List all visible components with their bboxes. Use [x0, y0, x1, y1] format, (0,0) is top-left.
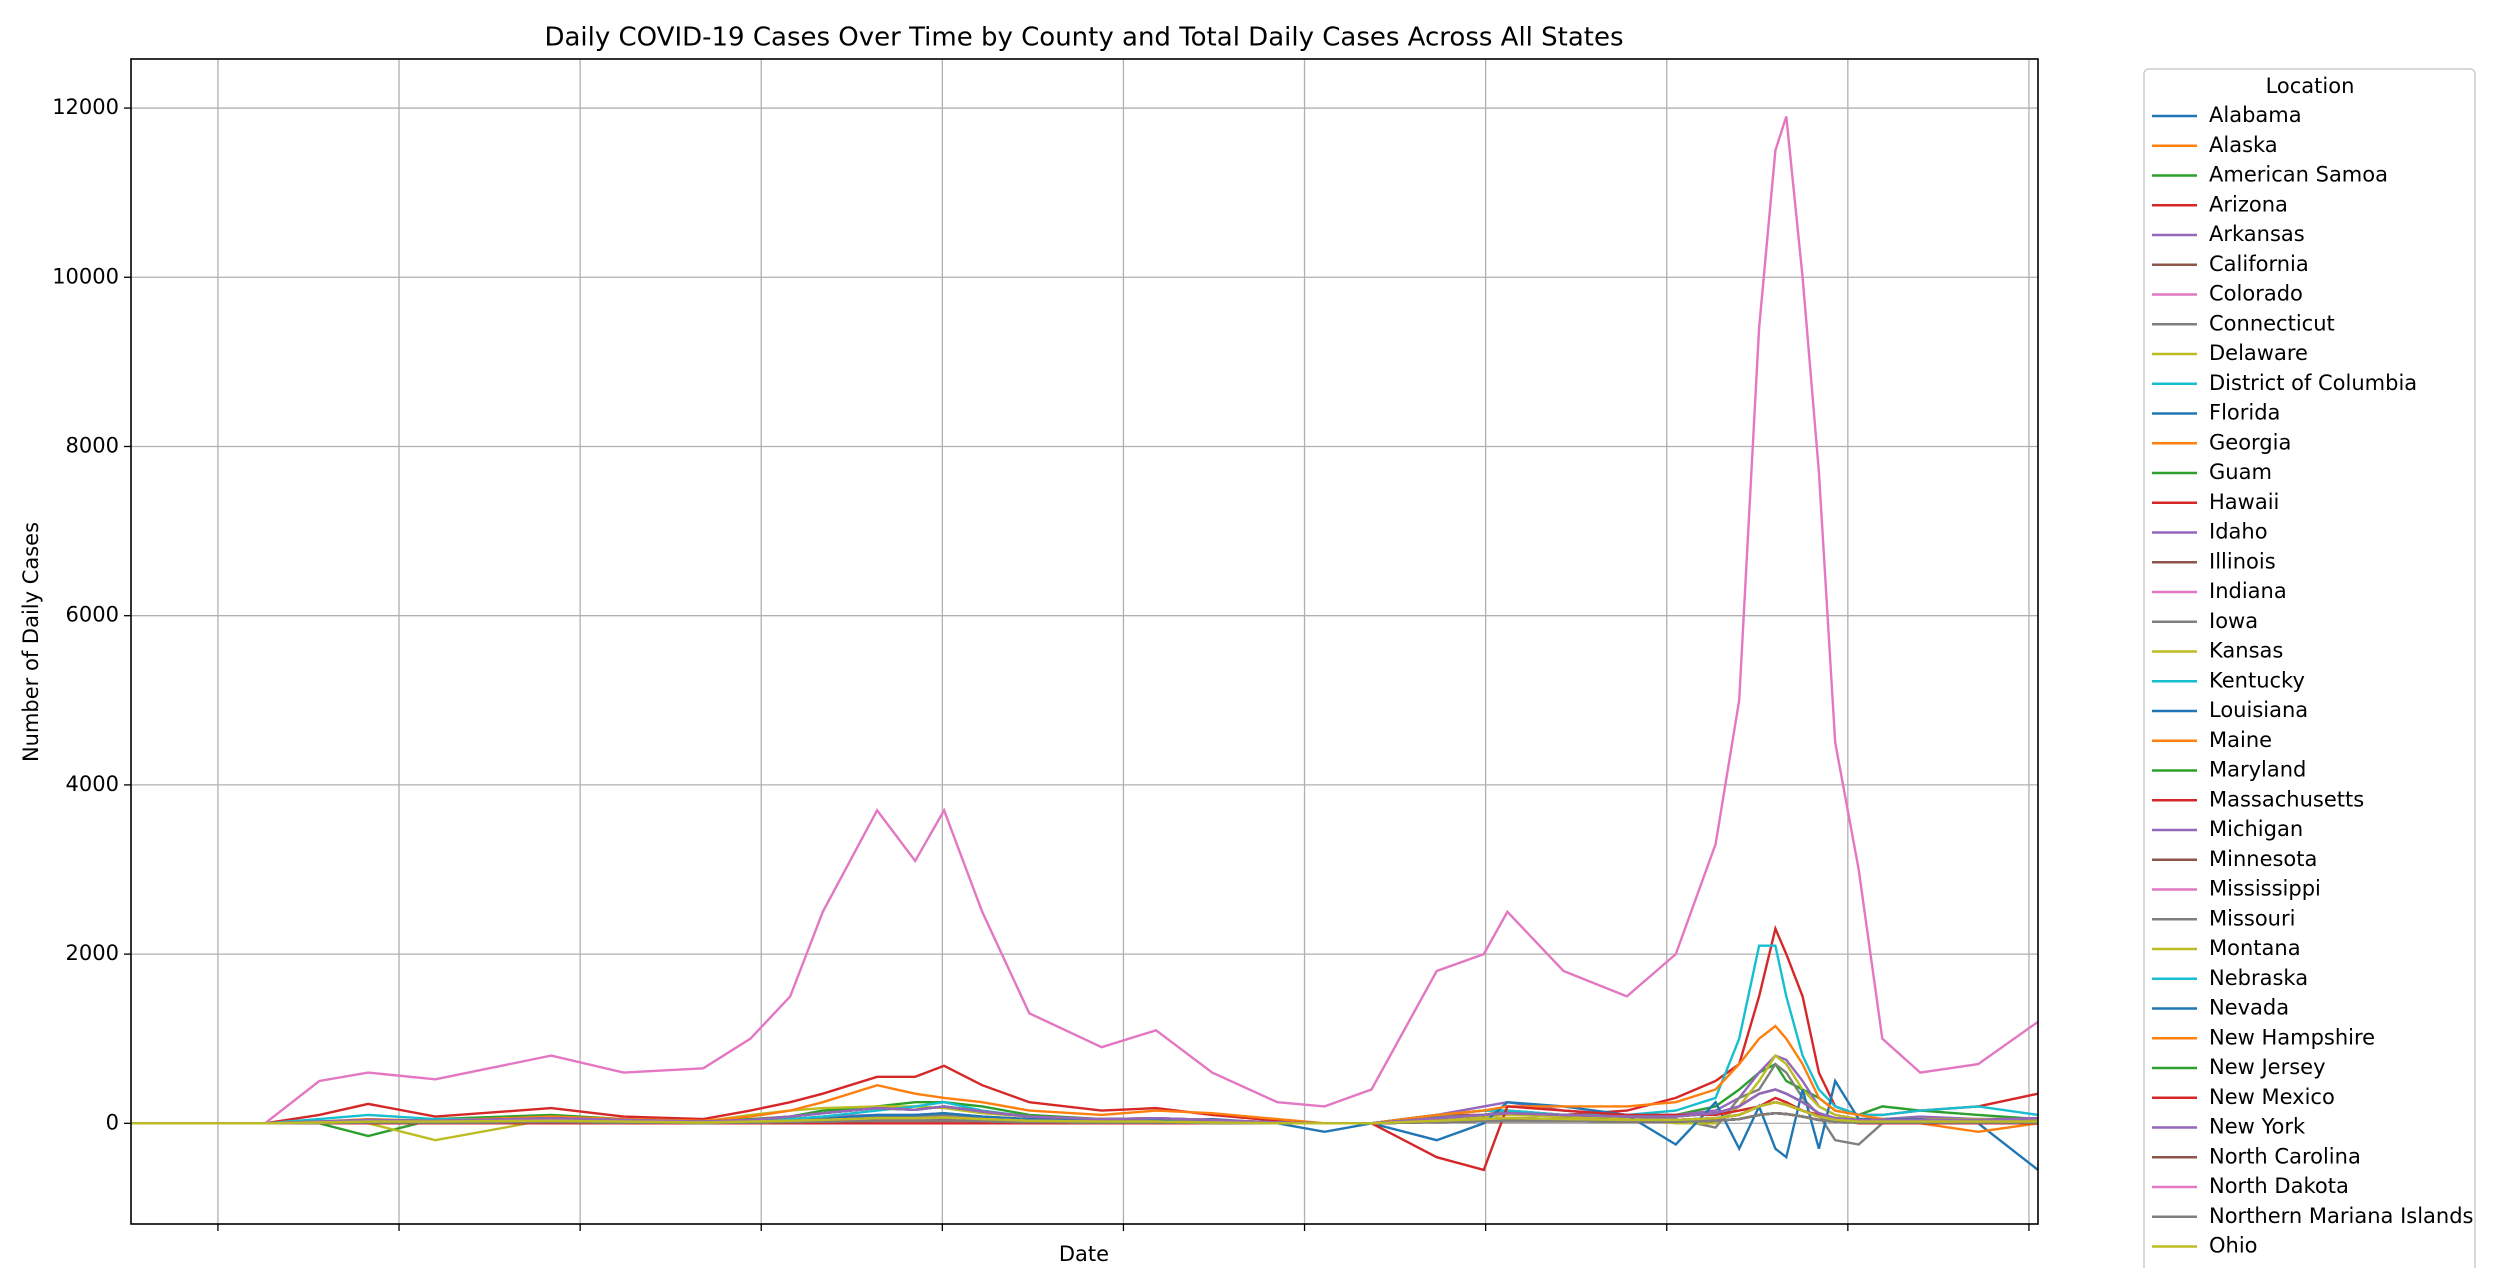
legend-label: Idaho — [2209, 520, 2268, 544]
legend-label: Nebraska — [2209, 966, 2308, 990]
legend-label: Indiana — [2209, 579, 2287, 603]
legend-label: Illinois — [2209, 549, 2276, 573]
series-line — [131, 944, 2038, 1125]
legend-label: Ohio — [2209, 1234, 2258, 1258]
legend-label: Hawaii — [2209, 490, 2279, 514]
legend: Location Alabama Alaska American Samoa Arizo… — [2143, 68, 2476, 1268]
legend-label: Colorado — [2209, 282, 2303, 306]
legend-label: Mississippi — [2209, 877, 2321, 901]
legend-label: Nevada — [2209, 996, 2289, 1020]
y-tick-label: 2000 — [66, 941, 119, 965]
legend-title: Location — [2266, 74, 2355, 98]
legend-label: Guam — [2209, 460, 2272, 484]
legend-label: North Carolina — [2209, 1144, 2361, 1168]
series-line — [131, 1062, 2038, 1146]
legend-label: American Samoa — [2209, 163, 2388, 187]
legend-label: New Mexico — [2209, 1085, 2335, 1109]
y-tick-label: 8000 — [66, 433, 119, 457]
legend-label: Florida — [2209, 401, 2280, 425]
y-tick-label: 12000 — [52, 95, 119, 119]
legend-label: Arkansas — [2209, 222, 2305, 246]
legend-label: Maryland — [2209, 758, 2306, 782]
legend-label: Northern Mariana Islands — [2209, 1204, 2474, 1228]
series-group — [131, 116, 2038, 1172]
legend-label: Maine — [2209, 728, 2272, 752]
legend-label: California — [2209, 252, 2309, 276]
series-line — [131, 1077, 2038, 1171]
legend-label: Louisiana — [2209, 698, 2308, 722]
legend-label: District of Columbia — [2209, 371, 2417, 395]
legend-label: Michigan — [2209, 817, 2303, 841]
y-tick-label: 0 — [106, 1110, 119, 1134]
y-tick-label: 6000 — [66, 603, 119, 627]
y-tick-label: 4000 — [66, 772, 119, 796]
legend-label: New York — [2209, 1115, 2306, 1139]
series-line — [131, 1100, 2038, 1125]
y-tick-label: 10000 — [52, 264, 119, 288]
legend-label: Alaska — [2209, 133, 2278, 157]
x-axis-label: Date — [1059, 1242, 1109, 1266]
series-line — [131, 116, 2038, 1125]
plot-area: 0 2000 4000 6000 8000 10000 12000 — [52, 58, 2039, 1231]
legend-label: Kansas — [2209, 639, 2283, 663]
legend-label: Arizona — [2209, 192, 2288, 216]
legend-label: Missouri — [2209, 906, 2295, 930]
legend-label: Connecticut — [2209, 311, 2335, 335]
series-line — [131, 924, 2038, 1125]
legend-label: North Dakota — [2209, 1174, 2349, 1198]
legend-label: Iowa — [2209, 609, 2258, 633]
series-line — [131, 1062, 2038, 1138]
plot-frame — [130, 58, 2039, 1225]
legend-label: Georgia — [2209, 430, 2291, 454]
legend-label: Montana — [2209, 936, 2301, 960]
legend-box — [2143, 68, 2476, 1268]
legend-label: Kentucky — [2209, 668, 2305, 692]
legend-label: Minnesota — [2209, 847, 2317, 871]
legend-label: Delaware — [2209, 341, 2308, 365]
legend-label: Alabama — [2209, 103, 2302, 127]
legend-label: New Jersey — [2209, 1055, 2326, 1079]
y-axis-label: Number of Daily Cases — [19, 522, 43, 762]
chart-title: Daily COVID-19 Cases Over Time by County… — [544, 23, 1623, 53]
legend-label: Massachusetts — [2209, 787, 2364, 811]
legend-label: New Hampshire — [2209, 1025, 2375, 1049]
